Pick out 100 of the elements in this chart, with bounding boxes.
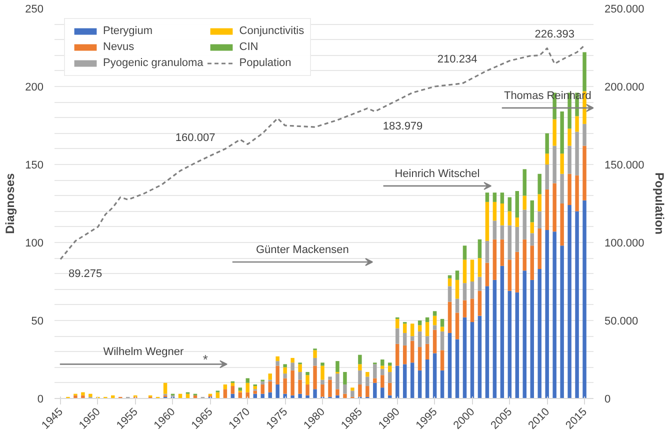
bar <box>306 372 310 376</box>
bar <box>336 374 340 390</box>
bar <box>283 364 287 368</box>
bar <box>388 366 392 372</box>
bar <box>432 316 437 326</box>
bar <box>508 225 512 260</box>
bar <box>343 384 347 394</box>
bar <box>455 280 460 299</box>
legend-label: Population <box>239 57 292 69</box>
y2-tick-label: 150.000 <box>604 160 644 172</box>
bar <box>298 372 302 380</box>
y-tick-label: 100 <box>25 238 44 250</box>
y-tick-label: 200 <box>25 82 44 94</box>
bar <box>515 252 520 292</box>
bar <box>283 367 287 374</box>
bar <box>440 370 444 398</box>
bar <box>508 290 512 398</box>
bar <box>298 394 302 398</box>
bar <box>366 372 370 377</box>
bar <box>508 197 512 212</box>
bar <box>88 394 92 397</box>
bar <box>223 389 228 398</box>
bar <box>418 331 422 348</box>
bar <box>298 364 302 372</box>
bar <box>478 276 482 291</box>
bar <box>530 200 534 222</box>
bar <box>380 366 384 369</box>
bar <box>268 392 272 398</box>
bar <box>246 378 250 383</box>
bar <box>320 366 324 380</box>
bar <box>440 326 444 332</box>
bar <box>575 116 579 132</box>
bar <box>358 354 362 364</box>
bar <box>522 239 526 271</box>
bar <box>395 328 400 344</box>
bar <box>470 298 474 322</box>
bar <box>448 302 452 333</box>
bar <box>268 381 272 392</box>
bar <box>373 382 377 398</box>
bar <box>538 211 542 228</box>
bar <box>515 292 520 398</box>
bar <box>508 260 512 291</box>
legend-label: CIN <box>239 41 260 53</box>
bar <box>462 317 467 398</box>
bar <box>276 384 280 398</box>
bar <box>425 317 430 322</box>
bar <box>538 269 542 398</box>
bar <box>560 204 564 246</box>
bar <box>470 260 474 282</box>
bar <box>552 232 556 398</box>
bar <box>448 332 452 398</box>
y2-tick-label: 50.000 <box>604 316 638 328</box>
y-tick-label: 250 <box>25 4 44 16</box>
bar <box>582 52 586 92</box>
bar <box>395 318 400 328</box>
bar <box>336 389 340 396</box>
annotation: * <box>202 352 208 367</box>
bar <box>500 225 504 240</box>
bar <box>223 384 228 390</box>
bar <box>560 154 564 174</box>
bar <box>582 200 586 398</box>
bar <box>545 189 549 230</box>
bar <box>492 220 497 240</box>
bar <box>260 394 264 398</box>
bar <box>395 366 400 398</box>
bar <box>283 374 287 378</box>
bar <box>568 128 572 146</box>
bar <box>492 239 497 280</box>
bar <box>358 370 362 384</box>
bar <box>358 364 362 370</box>
bar <box>492 192 497 202</box>
bar <box>515 226 520 252</box>
bar <box>418 347 422 370</box>
bar <box>343 394 347 398</box>
bar <box>402 324 407 333</box>
bar <box>276 366 280 384</box>
bar <box>350 388 354 391</box>
bar <box>485 202 490 241</box>
bar <box>402 364 407 398</box>
bar <box>298 380 302 394</box>
y-tick-label: 0 <box>37 394 44 406</box>
legend-label: Conjunctivitis <box>239 25 304 37</box>
bar <box>373 378 377 383</box>
bar <box>462 300 467 318</box>
bar <box>470 322 474 398</box>
bar <box>560 246 564 398</box>
bar <box>522 210 526 240</box>
bar <box>366 376 370 386</box>
bar <box>455 270 460 280</box>
bar <box>313 366 317 390</box>
bar <box>306 375 310 384</box>
bar <box>485 240 490 263</box>
annotation: Wilhelm Wegner <box>103 346 184 358</box>
bar <box>440 331 444 350</box>
bar <box>522 196 526 210</box>
bar <box>492 202 497 221</box>
bar <box>522 270 526 398</box>
bar <box>575 132 579 176</box>
bar <box>260 381 264 384</box>
bar <box>478 239 482 258</box>
